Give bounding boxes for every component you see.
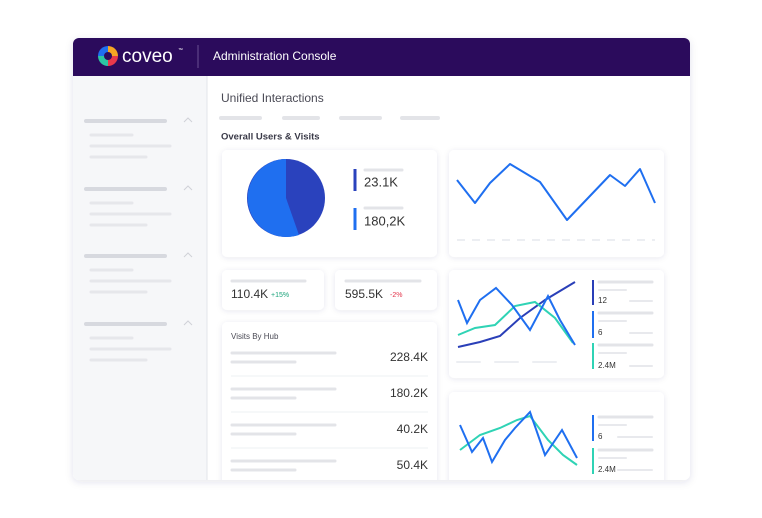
chevron — [183, 320, 193, 326]
window-content: coveo ™ Administration Console Unified I… — [73, 38, 690, 480]
hub-value: 228.4K — [390, 350, 428, 364]
page-title: Unified Interactions — [221, 91, 324, 105]
trend-panel — [449, 392, 664, 480]
logo-center — [104, 52, 112, 60]
stat-value: 180,2K — [364, 213, 406, 228]
chevron — [183, 185, 193, 191]
hub-value: 40.2K — [397, 422, 428, 436]
trend-label: 6 — [598, 432, 603, 441]
header-bar — [73, 38, 690, 76]
trend-label: 12 — [598, 296, 607, 305]
hub-value: 50.4K — [397, 458, 428, 472]
trend-label: 2.4M — [598, 465, 616, 474]
stat-value: 23.1K — [364, 174, 398, 189]
pie-slice — [247, 159, 299, 237]
trend-line — [457, 281, 576, 348]
trend-label: 2.4M — [598, 361, 616, 370]
kpi-change: +15% — [271, 292, 289, 299]
trend-label: 6 — [598, 328, 603, 337]
kpi-change: -2% — [390, 292, 402, 299]
trend-line — [457, 286, 576, 346]
chevron — [183, 252, 193, 258]
hub-value: 180.2K — [390, 386, 428, 400]
header-title: Administration Console — [213, 49, 337, 63]
kpi-value: 110.4K — [231, 287, 268, 301]
sidebar — [73, 76, 207, 480]
section-title: Overall Users & Visits — [221, 132, 320, 143]
trend-panel — [449, 270, 664, 378]
trademark: ™ — [178, 47, 183, 53]
brand: coveo — [122, 46, 173, 67]
chevron — [183, 117, 193, 123]
trend-line — [459, 410, 578, 465]
kpi-value: 595.5K — [345, 287, 383, 301]
hub-panel — [222, 322, 437, 480]
logo-mark — [98, 46, 118, 66]
line-series — [456, 163, 656, 221]
trend-line — [457, 300, 574, 344]
hub-title: Visits By Hub — [231, 332, 279, 341]
